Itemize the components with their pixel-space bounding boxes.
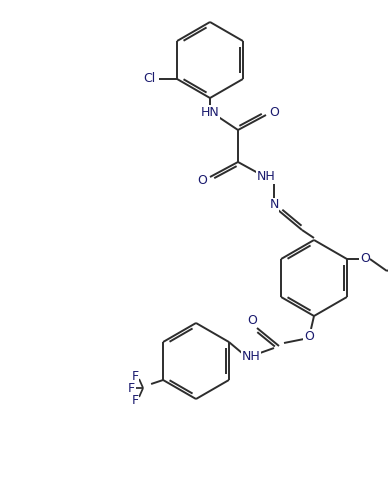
Text: Cl: Cl bbox=[143, 73, 155, 85]
Text: F: F bbox=[132, 393, 139, 407]
Text: O: O bbox=[247, 314, 257, 326]
Text: O: O bbox=[360, 252, 370, 266]
Text: NH: NH bbox=[242, 349, 260, 363]
Text: HN: HN bbox=[201, 105, 219, 119]
Text: F: F bbox=[128, 382, 135, 394]
Text: O: O bbox=[304, 329, 314, 343]
Text: O: O bbox=[269, 105, 279, 119]
Text: NH: NH bbox=[256, 171, 275, 183]
Text: F: F bbox=[132, 369, 139, 383]
Text: O: O bbox=[197, 173, 207, 187]
Text: N: N bbox=[269, 198, 279, 212]
